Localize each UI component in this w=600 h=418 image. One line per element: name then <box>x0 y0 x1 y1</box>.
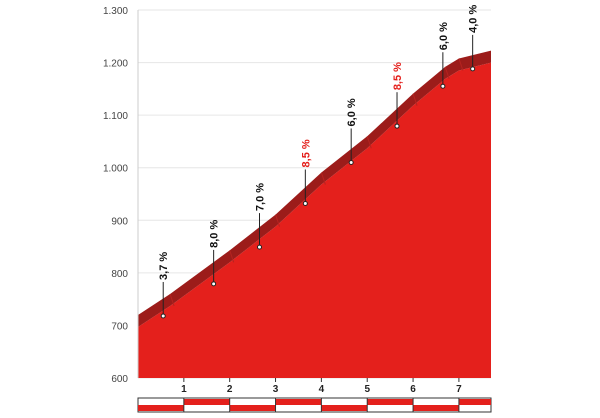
y-tick-label: 1.100 <box>103 111 128 122</box>
axes: 600 700 800 900 1.000 1.100 1.200 1.300 1 2 3 4 5 6 7 <box>103 6 462 395</box>
x-tick-label: 7 <box>456 384 462 395</box>
gradient-marker <box>348 159 354 165</box>
y-tick-label: 700 <box>111 321 128 332</box>
segment-divider <box>444 66 450 80</box>
gradient-label: 4,0 % <box>468 5 480 33</box>
x-tick-label: 3 <box>273 384 279 395</box>
scale-bar-segment <box>229 405 276 411</box>
gradient-marker <box>440 83 446 89</box>
scale-bar-segment <box>321 405 368 411</box>
gradient-label: 6,0 % <box>438 22 450 50</box>
scale-bar-segment <box>275 399 322 405</box>
km-scale-bar <box>137 397 492 413</box>
scale-bar-segment <box>458 399 491 405</box>
segment-divider <box>275 214 281 227</box>
x-tick-label: 4 <box>319 384 325 395</box>
profile-area <box>138 50 491 378</box>
gradient-marker <box>302 200 308 206</box>
segment-divider <box>366 136 372 149</box>
y-tick-label: 1.200 <box>103 59 128 70</box>
gradient-label: 7,0 % <box>254 183 266 211</box>
gradient-marker <box>394 123 400 129</box>
x-tick-label: 1 <box>181 384 187 395</box>
y-tick-label: 800 <box>111 269 128 280</box>
gradient-marker <box>211 281 217 287</box>
x-tick-label: 5 <box>364 384 370 395</box>
gradient-marker <box>160 313 166 319</box>
gradient-label: 8,5 % <box>300 139 312 167</box>
segment-divider <box>458 58 464 71</box>
gradient-marker <box>256 244 262 250</box>
x-tick-label: 6 <box>410 384 416 395</box>
y-tick-label: 600 <box>111 374 128 385</box>
gradient-labels: 3,7 % 8,0 % 7,0 % 8,5 % 6,0 % 8,5 % 6,0 % 4,0 % <box>158 5 480 319</box>
gradient-label: 3,7 % <box>158 252 170 280</box>
segment-divider <box>320 172 326 185</box>
scale-bar-segment <box>183 399 230 405</box>
gradient-label: 6,0 % <box>346 98 358 126</box>
x-tick-label: 2 <box>227 384 233 395</box>
y-tick-label: 1.000 <box>103 164 128 175</box>
gradient-label: 8,0 % <box>209 220 221 248</box>
segment-divider <box>412 93 418 106</box>
segment-divider <box>229 250 235 263</box>
scale-bar-segment <box>367 399 414 405</box>
segment-divider <box>169 293 175 307</box>
y-tick-label: 900 <box>111 216 128 227</box>
gradient-marker <box>470 66 476 72</box>
scale-bar-segment <box>138 405 184 411</box>
profile-fill <box>138 62 491 378</box>
scale-bar-segment <box>413 405 459 411</box>
y-tick-label: 1.300 <box>103 6 128 17</box>
gradient-label: 8,5 % <box>392 62 404 90</box>
profile-band <box>138 50 491 328</box>
